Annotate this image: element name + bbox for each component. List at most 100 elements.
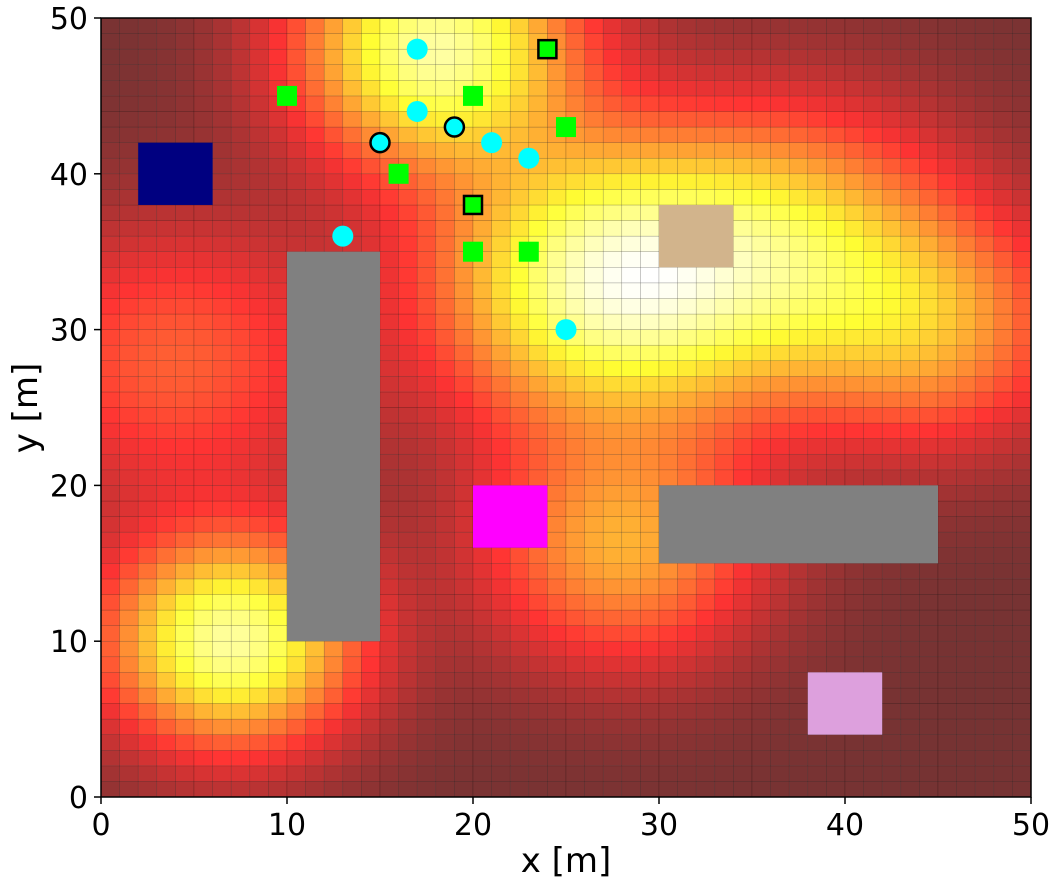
heatmap-cell — [547, 531, 567, 548]
heatmap-cell — [974, 407, 995, 424]
heatmap-cell — [472, 267, 492, 284]
heatmap-cell — [472, 344, 492, 362]
heatmap-cell — [547, 189, 567, 206]
heatmap-cell — [937, 687, 957, 704]
heatmap-cell — [807, 80, 827, 97]
heatmap-cell — [565, 220, 585, 237]
heatmap-cell — [137, 204, 158, 221]
heatmap-cell — [137, 485, 158, 502]
heatmap-cell — [844, 422, 864, 439]
heatmap-cell — [788, 422, 809, 439]
heatmap-cell — [677, 111, 697, 128]
heatmap-cell — [379, 189, 399, 206]
heatmap-cell — [472, 298, 492, 315]
heatmap-cell — [993, 157, 1013, 175]
heatmap-cell — [974, 687, 995, 704]
heatmap-cell — [733, 80, 753, 97]
heatmap-cell — [268, 142, 288, 159]
heatmap-cell — [937, 111, 957, 128]
heatmap-cell — [844, 438, 864, 455]
heatmap-cell — [844, 625, 864, 642]
heatmap-cell — [454, 578, 474, 595]
heatmap-cell — [807, 235, 827, 252]
heatmap-cell — [528, 703, 548, 720]
heatmap-cell — [993, 718, 1013, 735]
heatmap-cell — [640, 360, 660, 377]
heatmap-cell — [1012, 391, 1032, 408]
heatmap-cell — [695, 422, 716, 439]
heatmap-cell — [881, 329, 902, 346]
heatmap-cell — [212, 142, 232, 159]
heatmap-cell — [454, 407, 474, 424]
heatmap-cell — [268, 640, 288, 658]
heatmap-cell — [844, 142, 864, 159]
heatmap-cell — [826, 142, 846, 159]
heatmap-cell — [565, 640, 585, 658]
heatmap-cell — [175, 220, 195, 237]
heatmap-cell — [881, 267, 902, 284]
heatmap-cell — [193, 687, 213, 704]
heatmap-cell — [528, 376, 548, 393]
heatmap-cell — [398, 547, 418, 564]
heatmap-cell — [193, 204, 213, 221]
heatmap-cell — [305, 718, 325, 735]
heatmap-cell — [100, 251, 120, 268]
heatmap-cell — [1012, 563, 1032, 580]
heatmap-cell — [268, 781, 288, 798]
heatmap-cell — [807, 204, 827, 221]
heatmap-cell — [658, 17, 678, 34]
heatmap-cell — [919, 17, 939, 34]
heatmap-cell — [398, 469, 418, 486]
heatmap-cell — [100, 189, 120, 206]
heatmap-cell — [137, 765, 158, 782]
heatmap-cell — [993, 344, 1013, 362]
heatmap-cell — [398, 625, 418, 642]
heatmap-cell — [435, 142, 455, 159]
heatmap-cell — [175, 80, 195, 97]
heatmap-cell — [677, 313, 697, 330]
green-square-marker — [556, 117, 576, 138]
heatmap-cell — [714, 422, 734, 439]
heatmap-cell — [565, 391, 585, 408]
heatmap-cell — [268, 33, 288, 50]
heatmap-cell — [528, 95, 548, 112]
heatmap-cell — [509, 344, 530, 362]
heatmap-cell — [509, 656, 530, 673]
heatmap-cell — [547, 547, 567, 564]
heatmap-cell — [565, 204, 585, 221]
heatmap-cell — [770, 687, 790, 704]
heatmap-cell — [974, 453, 995, 471]
heatmap-cell — [584, 33, 604, 50]
heatmap-cell — [547, 781, 567, 798]
heatmap-cell — [826, 734, 846, 751]
heatmap-cell — [788, 625, 809, 642]
heatmap-cell — [993, 80, 1013, 97]
obstacle-rect — [287, 251, 380, 642]
heatmap-cell — [602, 142, 623, 159]
heatmap-cell — [547, 718, 567, 735]
heatmap-cell — [751, 95, 771, 112]
heatmap-cell — [714, 391, 734, 408]
heatmap-cell — [528, 298, 548, 315]
heatmap-cell — [993, 313, 1013, 330]
heatmap-cell — [528, 640, 548, 658]
heatmap-cell — [788, 142, 809, 159]
heatmap-cell — [844, 329, 864, 346]
heatmap-cell — [528, 189, 548, 206]
cyan-circle-marker — [406, 100, 428, 122]
heatmap-cell — [435, 765, 455, 782]
heatmap-cell — [398, 438, 418, 455]
heatmap-cell — [379, 469, 399, 486]
heatmap-cell — [993, 376, 1013, 393]
heatmap-cell — [472, 718, 492, 735]
heatmap-cell — [900, 142, 920, 159]
heatmap-cell — [658, 781, 678, 798]
heatmap-cell — [584, 126, 604, 143]
heatmap-cell — [1012, 111, 1032, 128]
heatmap-cell — [193, 500, 213, 517]
heatmap-cell — [491, 282, 511, 299]
heatmap-cell — [509, 578, 530, 595]
heatmap-cell — [826, 781, 846, 798]
heatmap-cell — [974, 80, 995, 97]
heatmap-cell — [640, 594, 660, 611]
